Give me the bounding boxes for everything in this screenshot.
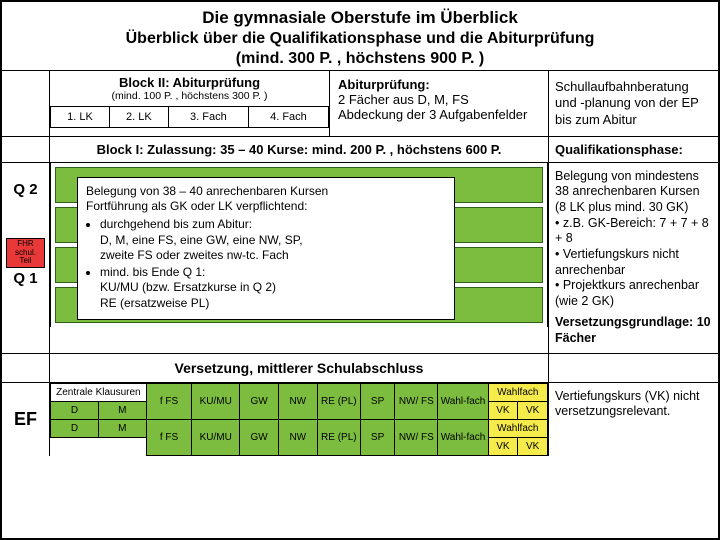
right-beratung: Schullaufbahnberatung und -planung von d… [548, 71, 718, 136]
qualification-row: Q 2 FHRschul.Teil Q 1 Belegung von 38 – … [2, 162, 718, 353]
fach3: 3. Fach [168, 107, 248, 128]
ef-wahlfach-t: Wahlfach [488, 383, 547, 401]
ef-wahl-b: Wahl-fach [438, 419, 488, 455]
ef-wahl-t: Wahl-fach [438, 383, 488, 419]
abitur-info: Abiturprüfung: 2 Fächer aus D, M, FS Abd… [330, 71, 548, 136]
rb-l2: • z.B. GK-Bereich: 7 + 7 + 8 + 8 [555, 216, 712, 247]
left-spacer-top [2, 71, 50, 136]
block2-table: 1. LK 2. LK 3. Fach 4. Fach [50, 106, 329, 128]
ef-vk2-b: VK [518, 437, 548, 455]
green-area: Belegung von 38 – 40 anrechenbaren Kurse… [50, 162, 548, 327]
title-2: Überblick über die Qualifikationsphase u… [12, 30, 708, 48]
wb-b2: mind. bis Ende Q 1: KU/MU (bzw. Ersatzku… [100, 265, 446, 312]
fach4: 4. Fach [248, 107, 328, 128]
ef-sp-t: SP [360, 383, 394, 419]
title-block: Die gymnasiale Oberstufe im Überblick Üb… [2, 2, 718, 70]
abitur-l3: Abdeckung der 3 Aufgabenfelder [338, 107, 540, 122]
ef-label: EF [2, 383, 50, 456]
ef-kumu-b: KU/MU [192, 419, 240, 455]
q1-label: Q 1 [2, 268, 49, 287]
wb-l2: Fortführung als GK oder LK verpflichtend… [86, 199, 446, 215]
section-top: Block II: Abiturprüfung (mind. 100 P. , … [50, 71, 548, 136]
ef-D-t: D [51, 401, 99, 419]
ef-nw-t: NW [278, 383, 317, 419]
title-1: Die gymnasiale Oberstufe im Überblick [12, 8, 708, 28]
left-spacer-vers [2, 353, 50, 382]
block1-header: Block I: Zulassung: 35 – 40 Kurse: mind.… [50, 136, 548, 162]
ef-gw-b: GW [240, 419, 279, 455]
rb-l5: Versetzungsgrundlage: 10 Fächer [555, 315, 711, 345]
ef-re-t: RE (PL) [317, 383, 360, 419]
lk1: 1. LK [51, 107, 110, 128]
ef-nw-b: NW [278, 419, 317, 455]
block2: Block II: Abiturprüfung (mind. 100 P. , … [50, 71, 330, 136]
rb-l3: • Vertiefungskurs nicht anrechenbar [555, 247, 712, 278]
ef-ffs-b: f FS [146, 419, 192, 455]
ef-nwfs-b: NW/ FS [395, 419, 438, 455]
ef-row: EF Zentrale Klausuren f FS KU/MU GW NW R… [2, 382, 718, 456]
right-qp: Qualifikationsphase: [548, 136, 718, 162]
belegung-box: Belegung von 38 – 40 anrechenbaren Kurse… [77, 177, 455, 320]
ef-wahlfach-b: Wahlfach [488, 419, 547, 437]
ef-nwfs-t: NW/ FS [395, 383, 438, 419]
rb-l4: • Projektkurs anrechenbar (wie 2 GK) [555, 278, 712, 309]
q2-label: Q 2 [2, 163, 49, 198]
right-vk: Vertiefungskurs (VK) nicht versetzungsre… [548, 383, 718, 456]
ef-re-b: RE (PL) [317, 419, 360, 455]
block2-sub: (mind. 100 P. , höchstens 300 P. ) [50, 90, 329, 106]
ef-table: Zentrale Klausuren f FS KU/MU GW NW RE (… [50, 383, 548, 456]
ef-table-wrap: Zentrale Klausuren f FS KU/MU GW NW RE (… [50, 383, 548, 456]
abitur-l1: Abiturprüfung: [338, 77, 540, 92]
ef-vk1-t: VK [488, 401, 518, 419]
abitur-l2: 2 Fächer aus D, M, FS [338, 92, 540, 107]
ef-zk: Zentrale Klausuren [51, 383, 147, 401]
versetzung: Versetzung, mittlerer Schulabschluss [50, 353, 548, 382]
ef-vk1-b: VK [488, 437, 518, 455]
ef-D-b: D [51, 419, 99, 437]
ef-sp-b: SP [360, 419, 394, 455]
left-q-labels: Q 2 FHRschul.Teil Q 1 [2, 162, 50, 353]
fhr-box: FHRschul.Teil [6, 238, 45, 268]
ef-gw-t: GW [240, 383, 279, 419]
ef-M-t: M [98, 401, 146, 419]
title-3: (mind. 300 P. , höchstens 900 P. ) [12, 50, 708, 68]
ef-vk2-t: VK [518, 401, 548, 419]
block2-header: Block II: Abiturprüfung [50, 71, 329, 90]
right-spacer-vers [548, 353, 718, 382]
page: Die gymnasiale Oberstufe im Überblick Üb… [0, 0, 720, 540]
ef-ffs-t: f FS [146, 383, 192, 419]
ef-kumu-t: KU/MU [192, 383, 240, 419]
rb-l1: Belegung von mindestens 38 anrechenbaren… [555, 169, 712, 216]
ef-M-b: M [98, 419, 146, 437]
left-spacer-b1 [2, 136, 50, 162]
lk2: 2. LK [109, 107, 168, 128]
wb-b1: durchgehend bis zum Abitur: D, M, eine F… [100, 217, 446, 264]
right-belegung: Belegung von mindestens 38 anrechenbaren… [548, 162, 718, 353]
wb-l1: Belegung von 38 – 40 anrechenbaren Kurse… [86, 184, 446, 200]
